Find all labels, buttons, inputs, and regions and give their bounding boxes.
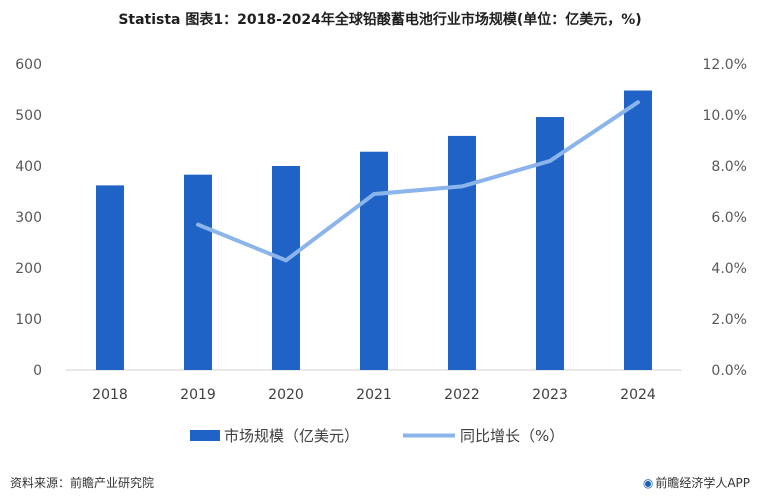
- source-note: 资料来源：前瞻产业研究院: [10, 476, 155, 490]
- logo-icon: ◉: [642, 476, 654, 490]
- right-tick-label: 6.0%: [711, 210, 747, 226]
- left-tick-label: 100: [15, 312, 42, 328]
- bar-series: [96, 90, 652, 371]
- bar: [360, 151, 388, 370]
- right-tick-label: 2.0%: [711, 312, 747, 328]
- bar: [272, 166, 300, 370]
- x-tick-label: 2021: [356, 387, 392, 403]
- bar: [624, 90, 652, 371]
- legend: 市场规模（亿美元） 同比增长（%）: [190, 427, 564, 445]
- x-tick-label: 2023: [532, 387, 568, 403]
- left-tick-label: 600: [15, 57, 42, 73]
- growth-line: [196, 100, 640, 263]
- line-series: [196, 100, 640, 263]
- brand-credit: ◉ 前瞻经济学人APP: [643, 474, 750, 491]
- left-axis: 0 100 200 300 400 500 600: [15, 57, 42, 379]
- x-tick-label: 2024: [620, 387, 656, 403]
- legend-label-line: 同比增长（%）: [460, 427, 564, 445]
- x-tick-label: 2019: [180, 387, 216, 403]
- left-tick-label: 300: [15, 210, 42, 226]
- brand-label: 前瞻经济学人APP: [655, 476, 750, 490]
- right-tick-label: 8.0%: [711, 159, 747, 175]
- right-tick-label: 12.0%: [703, 57, 747, 73]
- bar: [96, 185, 124, 370]
- right-axis: 0.0% 2.0% 4.0% 6.0% 8.0% 10.0% 12.0%: [703, 57, 747, 379]
- x-tick-label: 2018: [92, 387, 128, 403]
- right-tick-label: 10.0%: [703, 108, 747, 124]
- left-tick-label: 0: [33, 363, 42, 379]
- right-tick-label: 0.0%: [711, 363, 747, 379]
- bar: [448, 135, 476, 370]
- right-tick-label: 4.0%: [711, 261, 747, 277]
- legend-label-bar: 市场规模（亿美元）: [224, 427, 359, 445]
- left-tick-label: 400: [15, 159, 42, 175]
- x-axis: 2018 2019 2020 2021 2022 2023 2024: [92, 387, 656, 403]
- x-tick-label: 2022: [444, 387, 480, 403]
- left-tick-label: 500: [15, 108, 42, 124]
- legend-swatch-bar: [190, 430, 220, 441]
- chart-title: Statista 图表1：2018-2024年全球铅酸蓄电池行业市场规模(单位：…: [118, 12, 642, 28]
- x-tick-label: 2020: [268, 387, 304, 403]
- left-tick-label: 200: [15, 261, 42, 277]
- bar: [184, 174, 212, 370]
